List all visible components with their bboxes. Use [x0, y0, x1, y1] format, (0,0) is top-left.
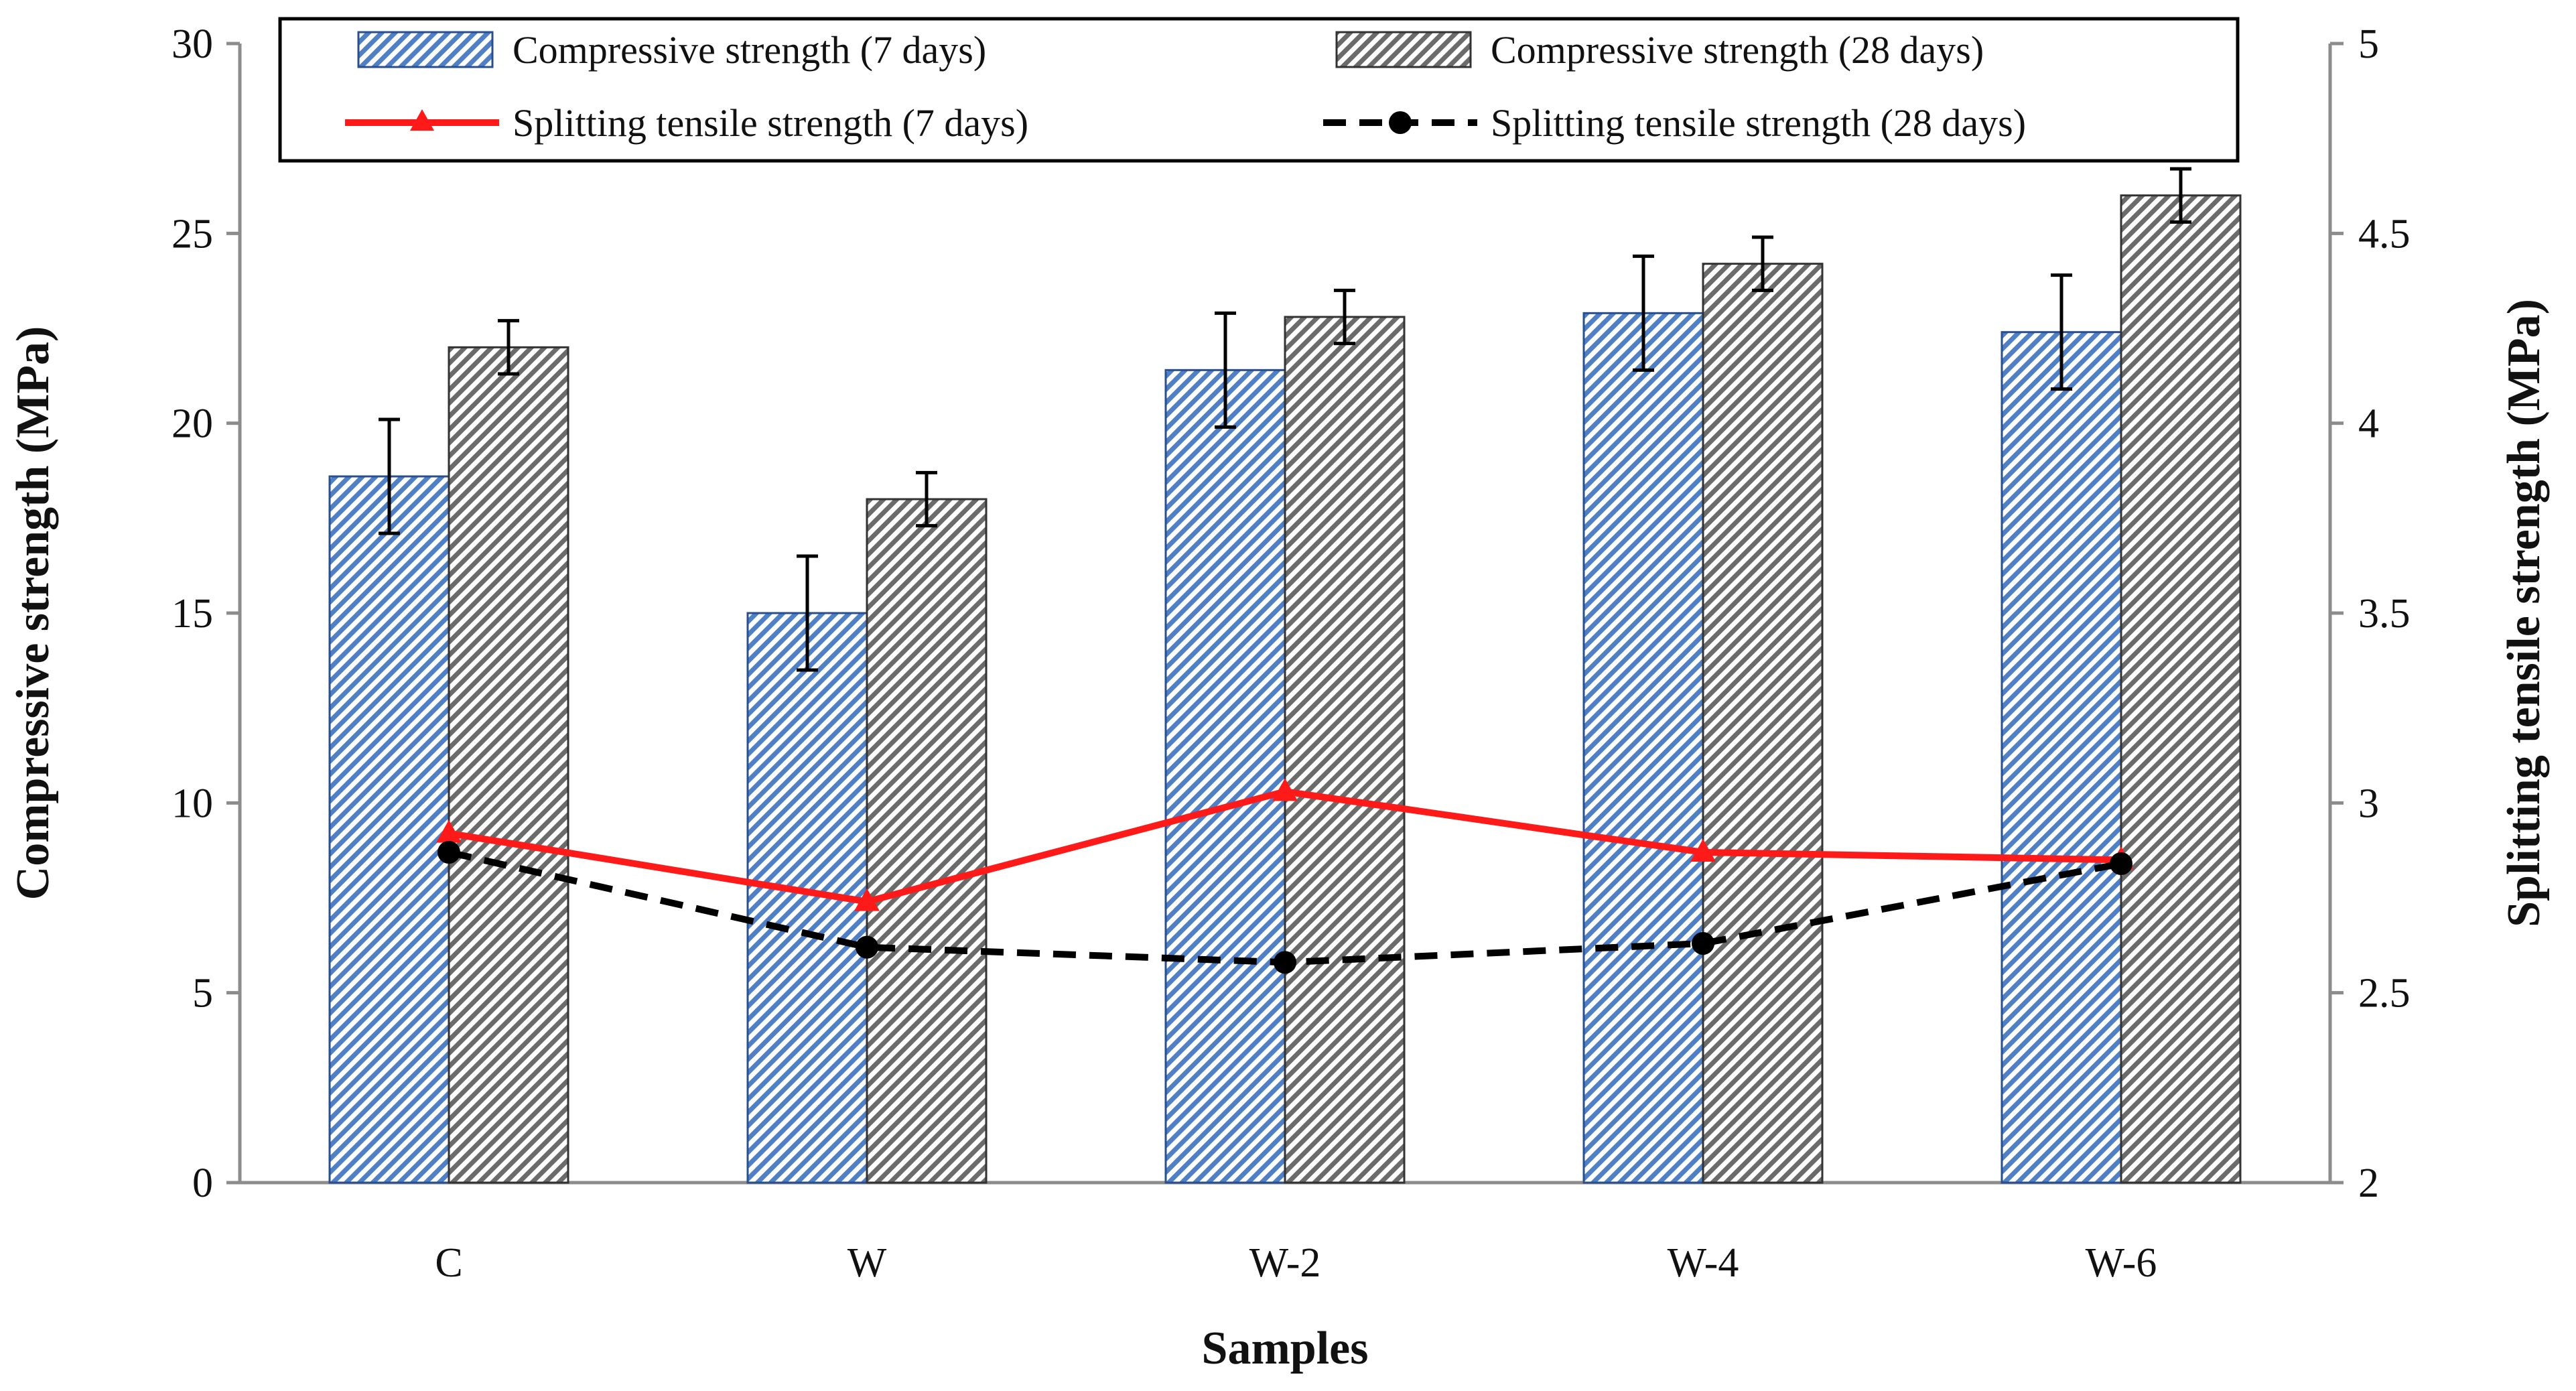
- y-axis-left-ticks: 0 5 10 15 20 25 30: [172, 21, 240, 1206]
- line-point: [1274, 951, 1296, 974]
- y-right-tick-label: 5: [2358, 21, 2379, 67]
- bar: [1164, 369, 1286, 1184]
- bar: [866, 498, 988, 1184]
- bar-marks: [328, 194, 2242, 1184]
- line-point: [436, 819, 462, 843]
- bar: [1284, 316, 1406, 1184]
- y-axis-right-ticks: 2 2.5 3 3.5 4 4.5 5: [2330, 21, 2411, 1206]
- legend-swatch-28day-bar: [1335, 31, 1472, 68]
- line-series: [436, 778, 2134, 974]
- y-left-tick-label: 5: [192, 971, 213, 1016]
- x-tick-label: W-6: [2086, 1240, 2157, 1286]
- legend-label-28day-tensile: Splitting tensile strength (28 days): [1491, 101, 2026, 145]
- x-axis-ticks: C W W-2 W-4 W-6: [435, 1240, 2157, 1286]
- line-point: [856, 935, 878, 959]
- line-point: [2110, 852, 2132, 875]
- bar: [2120, 194, 2242, 1184]
- legend-circle-icon: [1389, 111, 1412, 134]
- bar: [1582, 312, 1704, 1184]
- y-left-tick-label: 25: [172, 211, 213, 257]
- y-left-tick-label: 30: [172, 21, 213, 67]
- line-point: [1272, 778, 1298, 801]
- y-right-tick-label: 2.5: [2358, 971, 2411, 1016]
- legend-triangle-icon: [410, 109, 434, 131]
- x-tick-label: W-2: [1249, 1240, 1321, 1286]
- legend-label-28day-compressive: Compressive strength (28 days): [1491, 28, 1984, 72]
- y-right-tick-label: 3: [2358, 781, 2379, 826]
- bar: [2001, 331, 2122, 1184]
- line-point: [437, 841, 460, 864]
- x-axis-title: Samples: [1202, 1323, 1369, 1374]
- legend: Compressive strength (7 days) Compressiv…: [278, 17, 2240, 163]
- legend-label-7day-tensile: Splitting tensile strength (7 days): [513, 101, 1028, 145]
- legend-swatch-7day-bar: [357, 31, 494, 68]
- y-left-tick-label: 20: [172, 401, 213, 447]
- y-axis-left-title: Compressive strength (MPa): [7, 326, 59, 901]
- y-axis-right-title: Splitting tensile strength (MPa): [2498, 299, 2550, 927]
- bar: [448, 346, 569, 1184]
- y-left-tick-label: 15: [172, 591, 213, 637]
- line-point: [1690, 839, 1716, 862]
- y-left-tick-label: 10: [172, 781, 213, 826]
- line-point: [854, 888, 880, 911]
- y-left-tick-label: 0: [192, 1161, 213, 1206]
- x-tick-label: W: [848, 1240, 887, 1286]
- y-right-tick-label: 3.5: [2358, 591, 2411, 637]
- y-right-tick-label: 4: [2358, 401, 2379, 447]
- bar: [1702, 263, 1824, 1184]
- x-tick-label: C: [435, 1240, 462, 1286]
- bar: [328, 475, 450, 1184]
- y-right-tick-label: 4.5: [2358, 211, 2411, 257]
- legend-box: [278, 17, 2240, 163]
- legend-label-7day-compressive: Compressive strength (7 days): [513, 28, 986, 72]
- x-tick-label: W-4: [1668, 1240, 1739, 1286]
- y-right-tick-label: 2: [2358, 1161, 2379, 1206]
- line-point: [1692, 932, 1714, 955]
- error-bars: [379, 167, 2191, 672]
